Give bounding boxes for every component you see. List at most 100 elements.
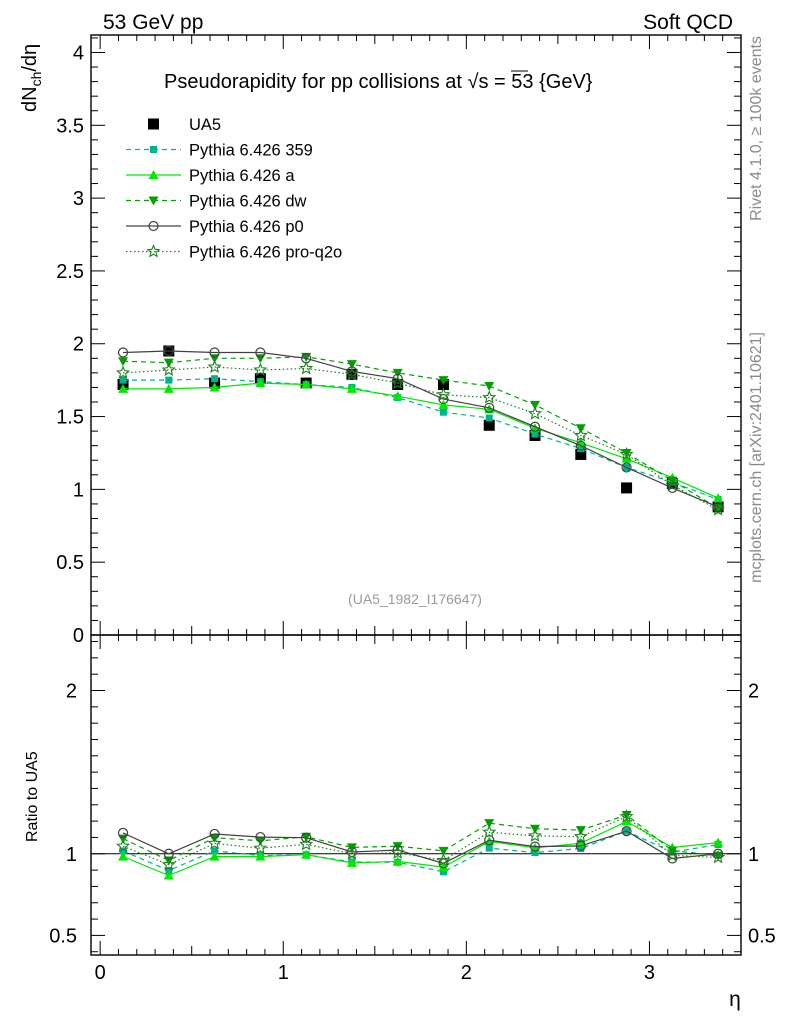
data-point-pythia-6-426-dw [438,376,449,386]
series-line-pythia-6-426-a [123,382,719,499]
data-point-pythia-6-426-a [392,391,403,401]
ratio-axes: 0 1 2 3 0.5 0.5 1 1 2 2 [49,634,776,984]
data-point-pythia-6-426-p0 [438,393,449,405]
side-label-rivet: Rivet 4.1.0, ≥ 100k events [748,36,765,221]
legend-marker-pythia-6-426-pro-q2o [146,244,161,258]
ratio-line-pythia-6-426-dw [122,814,719,862]
data-point-ua5 [621,482,633,494]
data-point-pythia-6-426-pro-q2o [619,446,634,461]
y-tick-label: 3 [73,188,84,210]
legend-marker-pythia-6-426-dw [148,196,159,206]
ratio-point-pythia-6-426-pro-q2o [161,857,176,871]
data-point-ua5 [392,379,404,391]
ratio-point-pythia-6-426-pro-q2o [527,828,543,842]
y-tick-label: 2.5 [56,261,84,283]
ratio-point-pythia-6-426-p0 [667,853,678,864]
ratio-point-pythia-6-426-359 [211,847,219,855]
ratio-point-pythia-6-426-359 [485,844,493,852]
data-point-pythia-6-426-pro-q2o [482,390,497,404]
data-point-pythia-6-426-dw [392,368,403,378]
ratio-point-pythia-6-426-pro-q2o [573,829,588,843]
x-tick-label: 0 [95,962,106,984]
data-point-pythia-6-426-pro-q2o [390,375,405,390]
x-tick-label: 2 [461,962,472,984]
chart-title-sqrt: √s [468,71,489,93]
ratio-point-pythia-6-426-pro-q2o [253,840,268,855]
ratio-point-pythia-6-426-a [621,816,632,826]
data-point-pythia-6-426-dw [713,504,724,514]
data-point-pythia-6-426-p0 [529,421,541,432]
legend-marker-ua5 [148,118,159,130]
ratio-y-tick-label: 0.5 [49,925,77,947]
ratio-point-pythia-6-426-dw [484,819,495,829]
data-point-pythia-6-426-a [301,379,312,389]
ratio-y-axis-label: Ratio to UA5 [24,751,41,842]
data-point-pythia-6-426-a [118,383,129,393]
data-point-pythia-6-426-p0 [255,347,266,358]
data-point-pythia-6-426-359 [211,375,219,383]
y-tick-label: 2 [73,334,84,356]
ratio-point-pythia-6-426-dw [667,846,678,856]
ratio-point-pythia-6-426-pro-q2o [436,852,451,867]
ratio-y-tick-label-right: 1 [748,844,759,866]
y-tick-label: 0 [73,625,84,647]
ratio-point-pythia-6-426-dw [438,846,449,856]
data-point-pythia-6-426-a [163,383,174,393]
y-tick-label: 4 [73,42,84,64]
data-point-pythia-6-426-p0 [209,347,220,358]
ratio-point-pythia-6-426-p0 [713,848,724,859]
side-label-mcplots: mcplots.cern.ch [arXiv:2401.10621] [748,332,765,583]
ratio-point-pythia-6-426-dw [621,810,632,820]
legend-label-pythia-6-426-pro-q2o: Pythia 6.426 pro-q2o [189,244,342,262]
series-line-pythia-6-426-p0 [122,350,719,508]
data-point-pythia-6-426-dw [530,400,541,410]
data-point-pythia-6-426-p0 [484,402,495,413]
legend-label-pythia-6-426-a: Pythia 6.426 a [189,167,295,185]
data-point-pythia-6-426-p0 [163,345,174,357]
x-tick-label: 1 [278,962,289,984]
data-point-pythia-6-426-dw [301,352,312,362]
data-point-pythia-6-426-pro-q2o [207,359,222,374]
data-point-ua5 [483,419,495,431]
data-point-pythia-6-426-pro-q2o [253,362,268,376]
x-tick-label: 3 [644,962,655,984]
data-point-pythia-6-426-359 [577,445,585,453]
data-point-pythia-6-426-p0 [575,440,586,451]
legend-label-ua5: UA5 [189,116,221,134]
ratio-point-pythia-6-426-p0 [301,832,312,843]
ratio-point-pythia-6-426-p0 [484,835,495,846]
legend-marker-pythia-6-426-a [148,170,159,179]
legend-marker-pythia-6-426-p0 [148,220,159,232]
data-point-pythia-6-426-a [346,383,357,393]
data-point-pythia-6-426-p0 [117,347,129,358]
data-point-pythia-6-426-a [621,453,632,463]
y-tick-label: 0.5 [56,552,84,574]
ratio-point-pythia-6-426-a [118,851,129,861]
ratio-point-pythia-6-426-pro-q2o [115,838,131,853]
data-point-pythia-6-426-dw [667,476,678,486]
data-point-pythia-6-426-dw [484,381,495,391]
ratio-line-pythia-6-426-p0 [122,830,719,864]
ratio-point-pythia-6-426-pro-q2o [619,809,634,823]
data-point-pythia-6-426-pro-q2o [115,365,131,379]
main-panel: 0 0.5 1 1.5 2 2.5 3 3.5 4 Pseudorapidity for pp … [19,34,742,647]
ratio-point-pythia-6-426-a [209,851,220,861]
y-axis-label-sub: ch [28,72,44,87]
header-right: Soft QCD [643,11,733,34]
ratio-point-pythia-6-426-359 [439,868,447,876]
data-point-ua5 [346,368,358,380]
ratio-point-pythia-6-426-a [438,862,449,872]
ratio-point-pythia-6-426-359 [119,847,127,855]
data-point-pythia-6-426-pro-q2o [344,366,359,381]
ratio-point-pythia-6-426-a [255,851,266,861]
ratio-frame [90,634,742,956]
data-point-ua5 [575,448,587,460]
chart-title-suffix: = 53 {GeV} [488,71,592,93]
y-axis-label-main: dN [19,86,41,112]
ratio-y-tick-label-right: 0.5 [748,925,776,947]
ratio-point-pythia-6-426-pro-q2o [207,835,222,850]
header-left: 53 GeV pp [103,11,203,34]
data-point-pythia-6-426-359 [165,376,173,384]
data-point-pythia-6-426-pro-q2o [161,362,176,376]
ratio-point-pythia-6-426-a [713,837,724,847]
